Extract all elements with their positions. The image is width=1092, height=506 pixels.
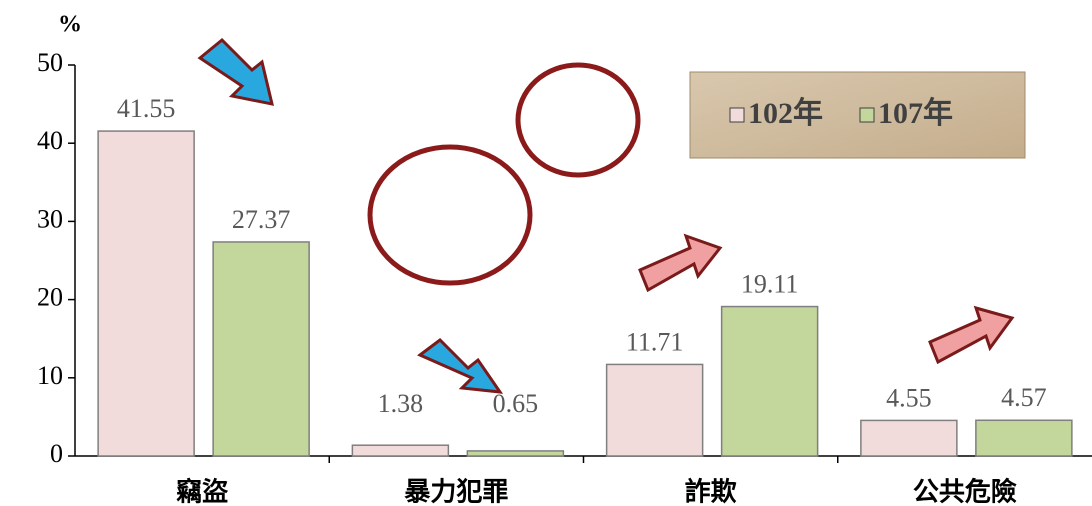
data-label: 11.71 (626, 327, 684, 356)
x-tick-label: 竊盜 (176, 477, 228, 506)
bar (97, 130, 195, 457)
data-label: 4.57 (1001, 383, 1047, 412)
data-label: 27.37 (232, 205, 291, 234)
legend-swatch (859, 107, 875, 123)
bar (212, 241, 310, 457)
y-axis-label: % (58, 12, 82, 38)
legend-swatch (729, 107, 745, 123)
bar (351, 444, 450, 457)
x-tick-label: 暴力犯罪 (404, 478, 508, 506)
bar (605, 363, 704, 457)
bar (466, 450, 565, 457)
y-tick-label: 50 (37, 48, 63, 77)
y-tick-label: 20 (37, 283, 63, 312)
y-tick-label: 30 (37, 204, 63, 233)
legend-box (689, 71, 1026, 159)
data-label: 19.11 (741, 270, 799, 299)
bar (860, 419, 958, 457)
x-tick-label: 詐欺 (685, 477, 737, 506)
data-label: 1.38 (378, 389, 424, 418)
legend-label: 107年 (878, 97, 953, 130)
y-tick-label: 10 (37, 361, 63, 390)
x-tick-label: 公共危險 (913, 477, 1017, 506)
y-tick-label: 0 (50, 439, 63, 468)
data-label: 41.55 (117, 94, 176, 123)
decorations (197, 37, 1015, 394)
legend: 102年 107年 (689, 71, 1026, 159)
bar (975, 419, 1073, 457)
bar (720, 305, 819, 457)
data-label: 0.65 (493, 389, 539, 418)
y-tick-label: 40 (37, 126, 63, 155)
data-label: 4.55 (886, 383, 932, 412)
legend-label: 102年 (748, 97, 823, 130)
